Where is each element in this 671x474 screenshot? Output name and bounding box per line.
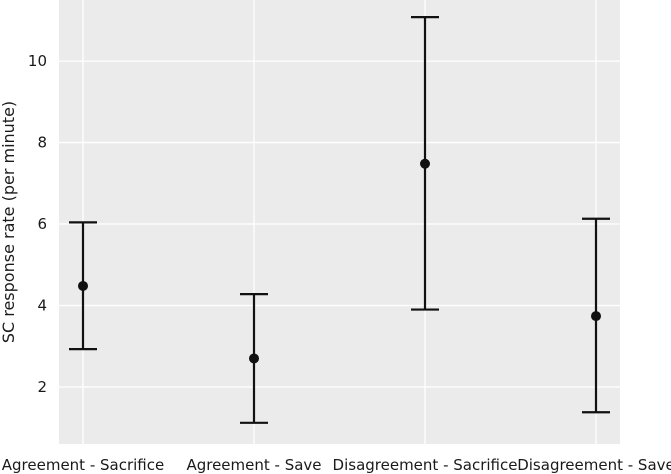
plot-background [59,0,620,444]
data-point [591,311,601,322]
y-tick-label: 8 [37,134,47,152]
data-point [78,280,88,291]
x-tick-label: Agreement - Save [186,456,321,474]
data-point [420,158,430,169]
data-marks [69,16,610,424]
data-point [249,353,259,364]
x-tick-label: Agreement - Sacrifice [2,456,164,474]
x-tick-labels: Agreement - Sacrifice Agreement - Save Dis… [2,456,671,474]
y-tick-label: 2 [37,378,47,396]
y-tick-label: 6 [37,215,47,233]
x-tick-label: Disagreement - Save [517,456,671,474]
y-tick-label: 10 [28,52,47,70]
y-tick-label: 4 [37,297,47,315]
y-axis-label: SC response rate (per minute) [0,101,18,343]
x-tick-label: Disagreement - Sacrifice [333,456,518,474]
y-tick-labels: 2 4 6 8 10 [28,52,47,396]
